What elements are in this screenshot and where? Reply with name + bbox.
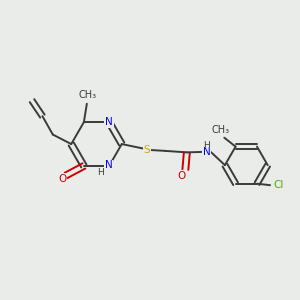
Text: CH₃: CH₃ (212, 125, 230, 135)
Text: CH₃: CH₃ (78, 90, 97, 100)
Text: O: O (58, 174, 67, 184)
Text: H: H (98, 168, 104, 177)
Text: Cl: Cl (273, 181, 284, 190)
Text: H: H (203, 141, 210, 150)
Text: N: N (105, 117, 113, 127)
Text: N: N (105, 160, 112, 170)
Text: O: O (178, 171, 186, 181)
Text: N: N (203, 147, 211, 158)
Text: S: S (143, 145, 150, 155)
